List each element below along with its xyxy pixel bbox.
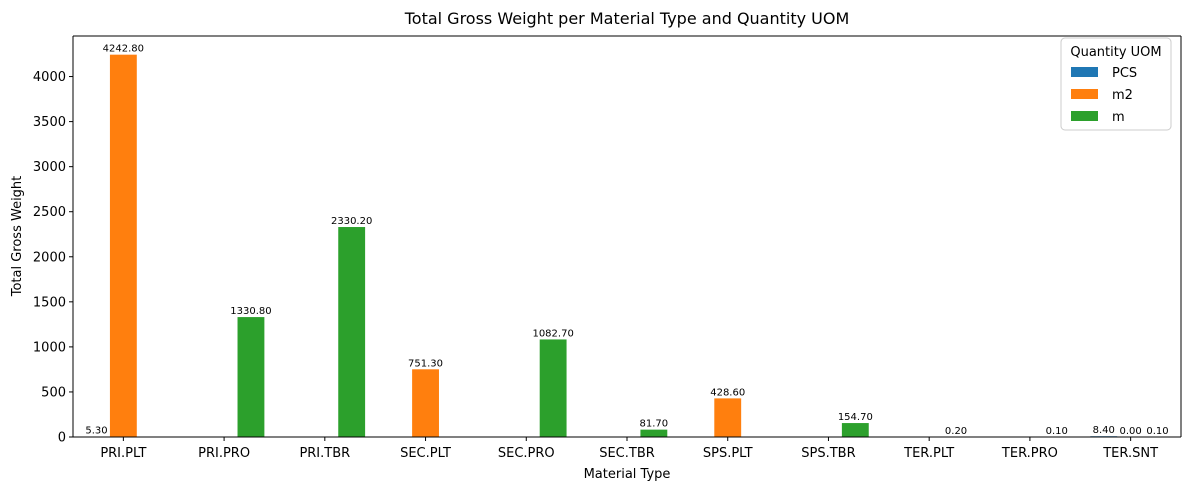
x-tick-label: TER.SNT — [1102, 446, 1158, 461]
x-tick-label: SEC.PRO — [498, 446, 555, 461]
axes-layer: 0 500 1000 1500 2000 2500 3000 3500 4000 PRI.PLT P… — [33, 36, 1181, 461]
x-tick-label: PRI.PRO — [198, 446, 250, 461]
data-label: 1330.80 — [230, 306, 271, 317]
bar-sec-pro-m — [540, 339, 567, 437]
x-tick-label: TER.PLT — [903, 446, 954, 461]
y-tick-label: 1000 — [33, 340, 66, 355]
x-tick-label: SEC.PLT — [400, 446, 451, 461]
x-tick-label: TER.PRO — [1001, 446, 1058, 461]
legend: Quantity UOM PCS m2 m — [1061, 38, 1171, 130]
y-tick-label: 1500 — [33, 295, 66, 310]
legend-swatch-pcs — [1071, 67, 1098, 77]
y-tick-label: 0 — [58, 431, 66, 446]
legend-label-m: m — [1112, 110, 1125, 125]
data-label: 0.20 — [945, 426, 967, 437]
bar-pri-tbr-m — [338, 227, 365, 437]
data-label: 4242.80 — [103, 44, 144, 55]
legend-swatch-m2 — [1071, 89, 1098, 99]
y-tick-label: 2500 — [33, 205, 66, 220]
data-label: 8.40 — [1093, 425, 1115, 436]
y-tick-label: 3000 — [33, 160, 66, 175]
legend-title: Quantity UOM — [1070, 45, 1161, 60]
y-axis-label: Total Gross Weight — [10, 176, 25, 298]
legend-label-m2: m2 — [1112, 88, 1133, 103]
bar-sps-plt-m2 — [714, 398, 741, 437]
bar-pri-pro-m — [238, 317, 265, 437]
chart-title: Total Gross Weight per Material Type and… — [404, 9, 850, 28]
y-tick-label: 4000 — [33, 70, 66, 85]
data-label: 2330.20 — [331, 216, 372, 227]
bar-sec-plt-m2 — [412, 369, 439, 437]
data-label: 428.60 — [710, 387, 745, 398]
y-tick-label: 500 — [41, 385, 66, 400]
data-label: 5.30 — [85, 426, 107, 437]
x-tick-label: PRI.PLT — [100, 446, 146, 461]
y-tick-label: 2000 — [33, 250, 66, 265]
x-tick-label: SPS.TBR — [801, 446, 855, 461]
x-tick-label: SEC.TBR — [599, 446, 655, 461]
bar-pri-plt-m2 — [110, 55, 137, 437]
data-label: 1082.70 — [532, 328, 573, 339]
bars-layer — [83, 55, 1171, 437]
bar-sec-tbr-m — [640, 430, 667, 437]
legend-label-pcs: PCS — [1112, 66, 1137, 81]
y-tick-label: 3500 — [33, 115, 66, 130]
data-label: 0.10 — [1146, 426, 1168, 437]
data-label: 0.00 — [1120, 426, 1142, 437]
data-label: 0.10 — [1046, 426, 1068, 437]
data-label: 81.70 — [640, 419, 669, 430]
x-tick-label: PRI.TBR — [299, 446, 350, 461]
data-label: 154.70 — [838, 412, 873, 423]
x-tick-label: SPS.PLT — [703, 446, 753, 461]
bar-sps-tbr-m — [842, 423, 869, 437]
data-label: 751.30 — [408, 358, 443, 369]
x-axis-label: Material Type — [584, 467, 671, 482]
legend-swatch-m — [1071, 111, 1098, 121]
